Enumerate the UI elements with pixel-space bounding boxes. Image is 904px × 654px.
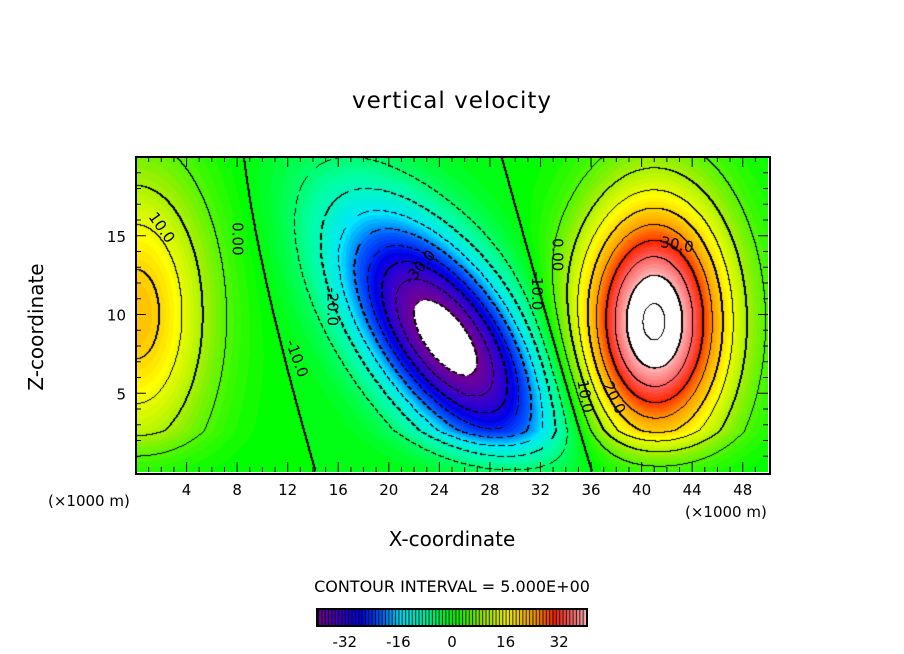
contour-label: -10.0 (528, 271, 546, 310)
x-tick-label: 36 (581, 481, 600, 499)
x-unit-label-left: (×1000 m) (48, 492, 130, 510)
colorbar-fill (318, 610, 586, 625)
contour-label: 20.0 (599, 379, 629, 417)
x-tick-label: 16 (329, 481, 348, 499)
colorbar-tick-label: 32 (550, 633, 569, 651)
contour-label: -30.0 (401, 246, 440, 287)
contour-field (136, 157, 768, 472)
contour-label: 10.0 (145, 209, 179, 247)
contour-label: -10.0 (282, 337, 312, 380)
contour-label: 30.0 (659, 233, 695, 257)
contour-interval-text: CONTOUR INTERVAL = 5.000E+00 (314, 577, 590, 596)
y-tick-label: 10 (107, 307, 126, 325)
contour-label: 0.00 (548, 238, 566, 271)
colorbar-tick-label: 0 (447, 633, 457, 651)
x-tick-label: 28 (480, 481, 499, 499)
y-tick-label: 5 (116, 385, 126, 403)
contour-label: 0.00 (229, 222, 247, 255)
x-unit-label-right: (×1000 m) (685, 503, 767, 521)
colorbar-tick-label: -32 (333, 633, 358, 651)
x-tick-label: 12 (278, 481, 297, 499)
x-tick-label: 20 (379, 481, 398, 499)
colorbar (316, 608, 588, 627)
y-axis-label: Z-coordinate (24, 263, 48, 391)
x-tick-label: 4 (182, 481, 192, 499)
x-tick-label: 8 (232, 481, 242, 499)
x-tick-label: 24 (430, 481, 449, 499)
plot-frame (135, 156, 771, 475)
contour-plot-area (136, 157, 768, 472)
contour-label: -20.0 (323, 287, 341, 326)
colorbar-tick-label: -16 (386, 633, 411, 651)
x-tick-label: 44 (683, 481, 702, 499)
x-tick-label: 48 (733, 481, 752, 499)
colorbar-tick-label: 16 (496, 633, 515, 651)
chart-title: vertical velocity (352, 88, 552, 114)
x-tick-label: 40 (632, 481, 651, 499)
x-tick-label: 32 (531, 481, 550, 499)
contour-label: 10.0 (573, 378, 597, 414)
x-axis-label: X-coordinate (388, 527, 516, 551)
y-tick-label: 15 (107, 228, 126, 246)
